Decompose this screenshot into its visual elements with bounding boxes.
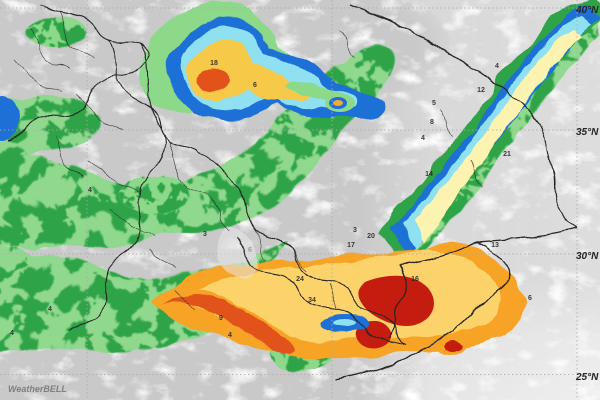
svg-text:30°N: 30°N (576, 251, 599, 262)
svg-text:4: 4 (421, 135, 425, 142)
svg-text:13: 13 (491, 242, 499, 249)
svg-text:18: 18 (210, 60, 218, 67)
svg-text:5: 5 (432, 100, 436, 107)
svg-text:3: 3 (353, 227, 357, 234)
svg-text:34: 34 (308, 297, 316, 304)
svg-text:40°N: 40°N (575, 5, 599, 16)
svg-text:4: 4 (48, 306, 52, 313)
svg-text:12: 12 (477, 87, 485, 94)
svg-text:25°N: 25°N (575, 372, 599, 383)
svg-text:20: 20 (367, 233, 375, 240)
svg-text:16: 16 (411, 276, 419, 283)
svg-text:24: 24 (296, 276, 304, 283)
svg-text:9: 9 (219, 315, 223, 322)
svg-text:4: 4 (228, 332, 232, 339)
svg-text:21: 21 (503, 151, 511, 158)
svg-text:4: 4 (88, 187, 92, 194)
svg-text:35°N: 35°N (576, 127, 599, 138)
svg-text:4: 4 (10, 330, 14, 337)
svg-text:WeatherBELL: WeatherBELL (8, 384, 67, 394)
svg-text:8: 8 (430, 119, 434, 126)
svg-text:3: 3 (203, 231, 207, 238)
svg-text:17: 17 (347, 242, 355, 249)
svg-text:14: 14 (425, 171, 433, 178)
svg-text:4: 4 (495, 63, 499, 70)
svg-text:6: 6 (253, 82, 257, 89)
svg-text:6: 6 (528, 295, 532, 302)
